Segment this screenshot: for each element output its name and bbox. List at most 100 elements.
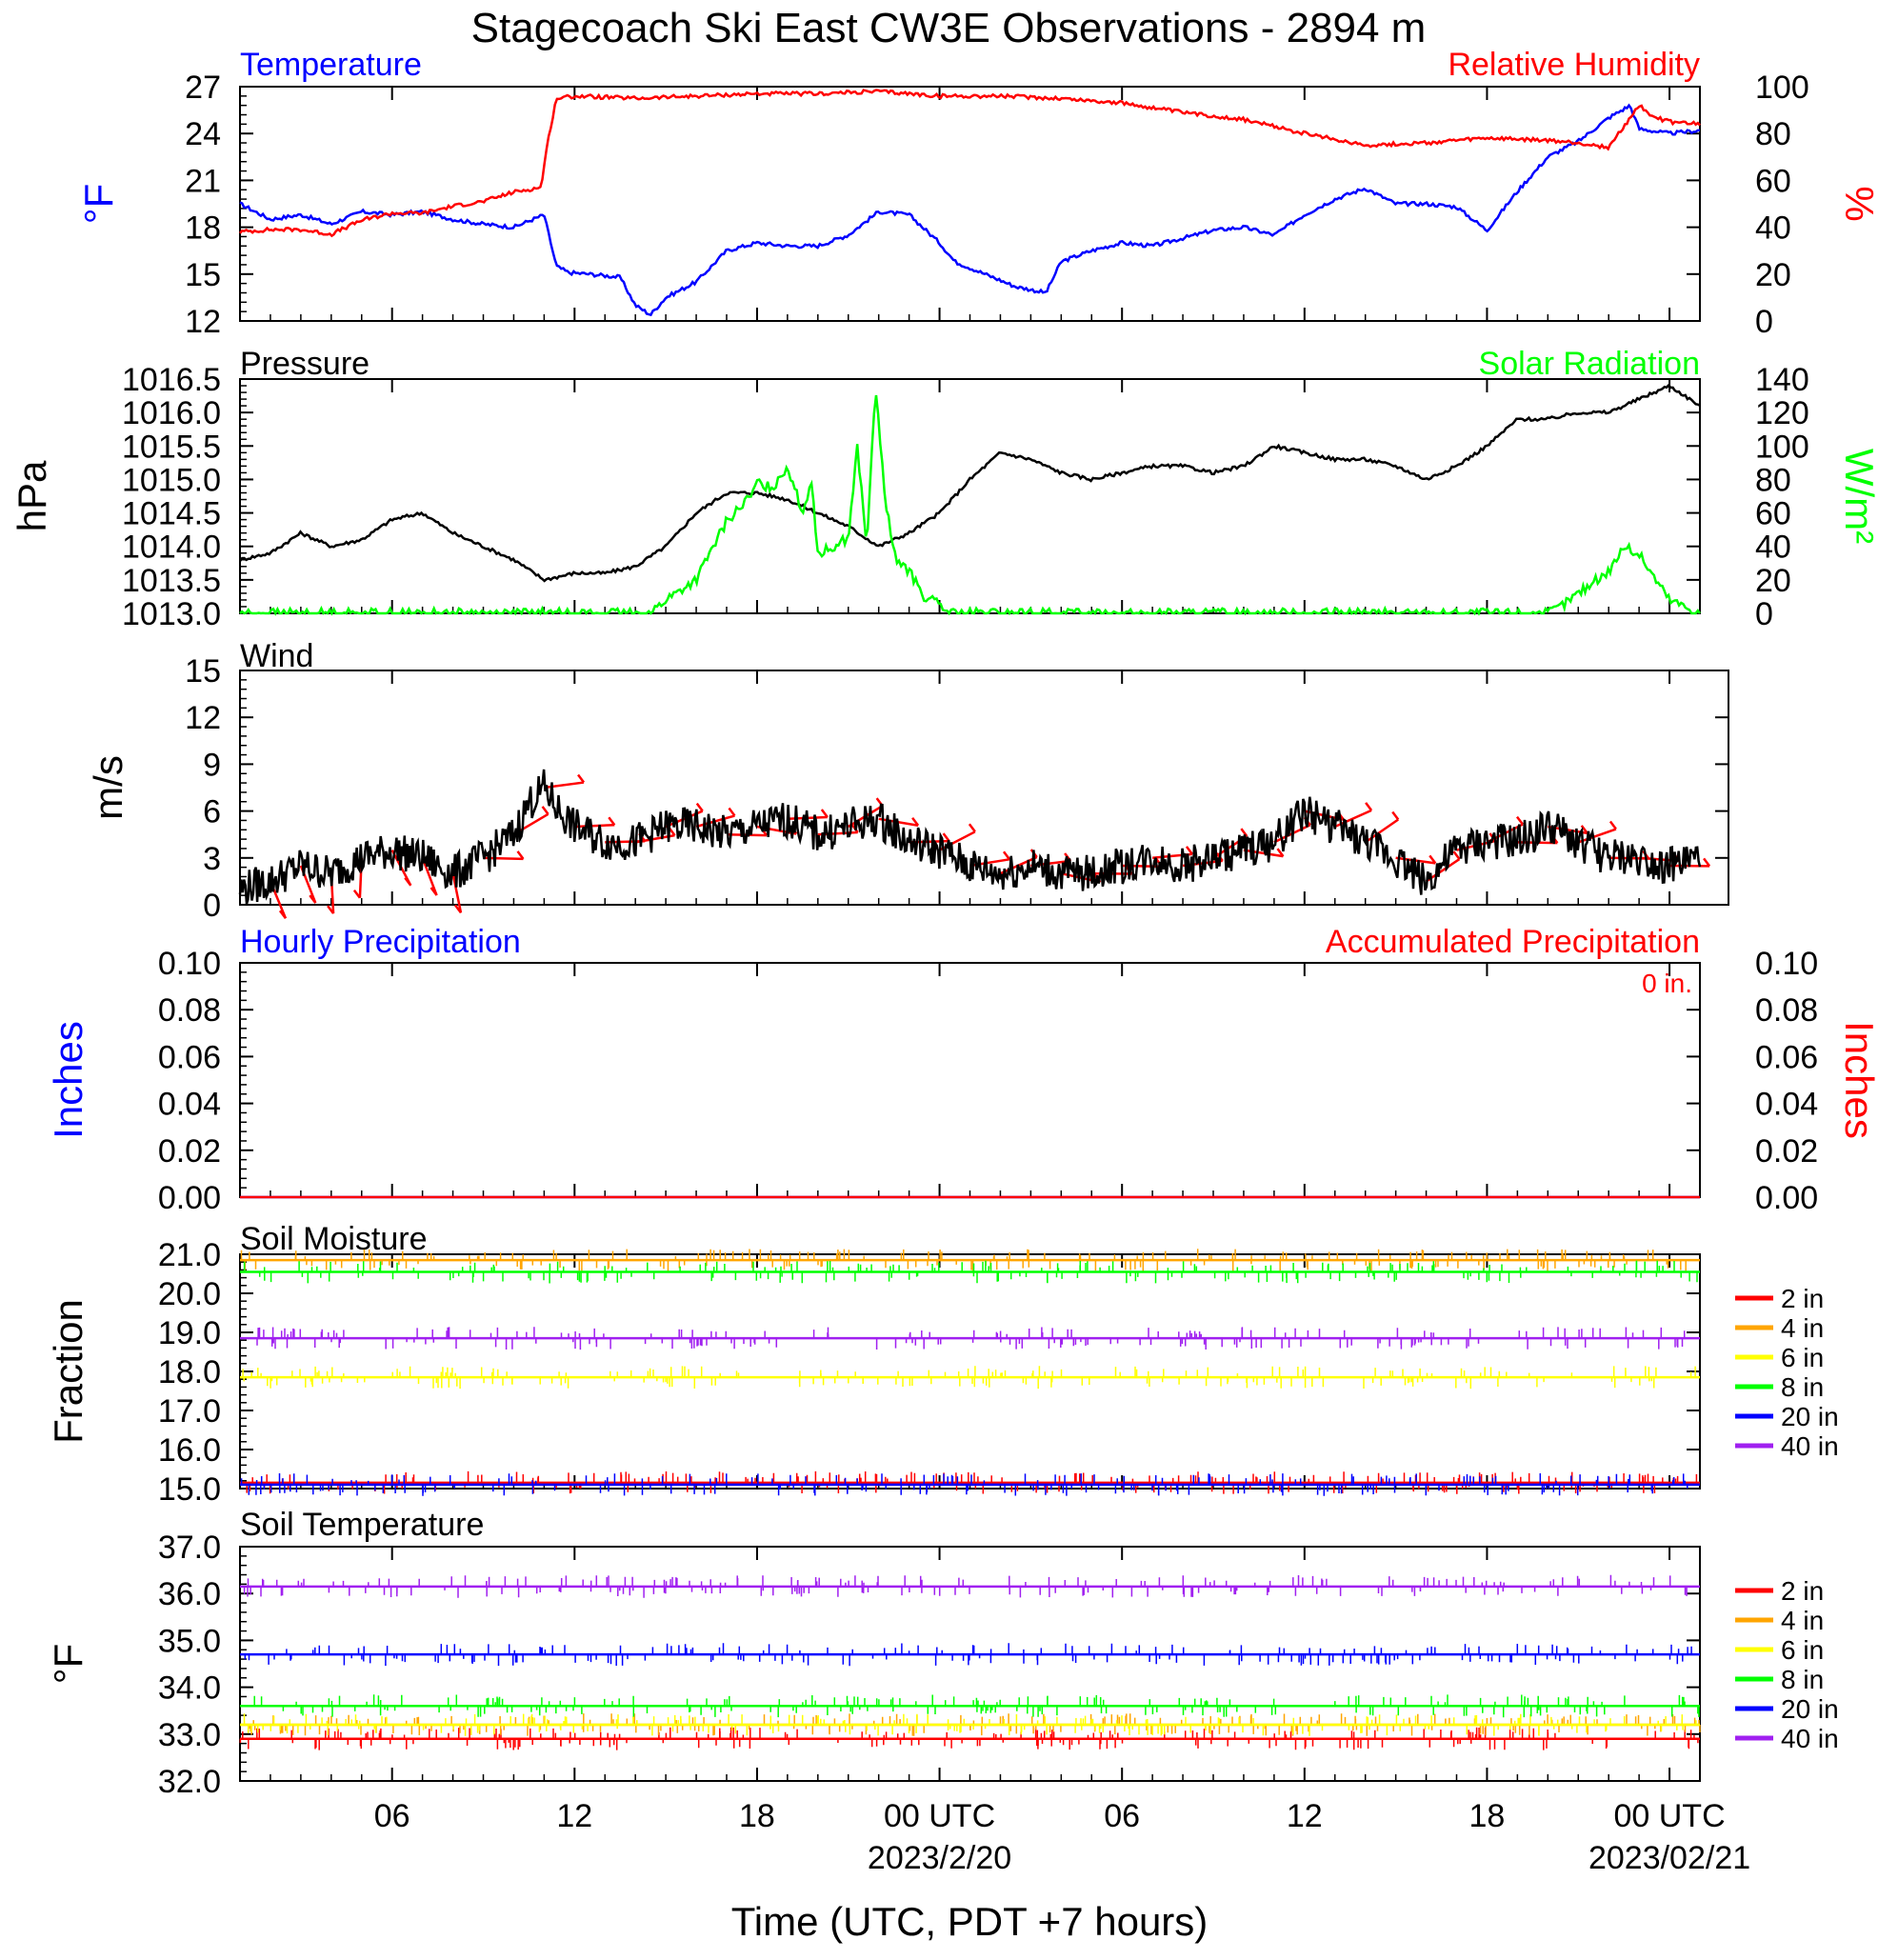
y-tick-label: 12 — [185, 304, 221, 340]
y-tick-label: 15 — [185, 653, 221, 690]
series-group — [238, 383, 1701, 616]
yticks-left: 1016.51016.01015.51015.01014.51014.01013… — [122, 362, 253, 632]
figure-title: Stagecoach Ski East CW3E Observations - … — [471, 5, 1427, 51]
wind-barb-flag — [1002, 850, 1010, 861]
y-tick-label-right: 40 — [1755, 210, 1791, 247]
series-spikes-20-in — [240, 1473, 1688, 1496]
wind-barb — [1577, 828, 1617, 844]
wind-barb-flag — [577, 773, 586, 784]
wind-barb-flag — [695, 802, 704, 812]
wind-barb-flag — [1580, 825, 1588, 834]
y-tick-label-right: 80 — [1755, 116, 1791, 152]
legend-label: 4 in — [1781, 1313, 1824, 1343]
series-group — [239, 1574, 1701, 1750]
y-tick-label: 15.0 — [158, 1471, 221, 1508]
title-right: Solar Radiation — [1479, 346, 1700, 382]
panel-soil-temperature: Soil Temperature °F 37.0 36.0 35.0 34.0 33.0… — [46, 1507, 1839, 1800]
series-line-pressure — [238, 383, 1701, 583]
series-line-wind — [238, 769, 1702, 905]
wind-barb-flag — [430, 887, 438, 896]
wind-barb — [574, 824, 615, 829]
yticks-left: 21.020.019.018.017.016.015.0 — [158, 1237, 1700, 1508]
y-tick-label: 20.0 — [158, 1276, 221, 1312]
time-tick-label: 12 — [1287, 1798, 1323, 1834]
legend-label: 2 in — [1781, 1576, 1824, 1606]
legend-label: 40 in — [1781, 1724, 1839, 1753]
y-tick-label-right: 40 — [1755, 530, 1791, 566]
legend-label: 4 in — [1781, 1606, 1824, 1635]
series-line-solar-radiation — [239, 394, 1701, 616]
y-tick-label-right: 0.06 — [1755, 1039, 1818, 1075]
y-tick-label: 0.00 — [158, 1180, 221, 1216]
y-tick-label: 1015.0 — [122, 462, 221, 498]
time-tick-label: 12 — [556, 1798, 592, 1834]
y-tick-label-right: 20 — [1755, 563, 1791, 599]
y-tick-label: 1014.5 — [122, 496, 221, 532]
yticks-right: 100 80 60 40 20 0 — [1687, 70, 1809, 340]
y-tick-label-right: 0.02 — [1755, 1133, 1818, 1170]
xticks — [270, 670, 1671, 905]
y-tick-label: 27 — [185, 70, 221, 106]
y-tick-label: 1013.5 — [122, 563, 221, 599]
ylabel: Fraction — [46, 1299, 90, 1444]
y-tick-label: 6 — [203, 794, 221, 830]
wind-barb — [544, 781, 585, 790]
time-tick-labels: 06 12 18 00 UTC 06 12 18 00 UTC — [374, 1798, 1726, 1834]
time-tick-label: 00 UTC — [884, 1798, 995, 1834]
series-spikes-6-in — [243, 1713, 1697, 1736]
wind-barb — [421, 857, 438, 896]
wind-barb-flag — [453, 904, 462, 914]
time-tick-label: 06 — [1104, 1798, 1140, 1834]
y-tick-label: 17.0 — [158, 1393, 221, 1430]
title: Wind — [240, 638, 313, 674]
time-tick-label: 00 UTC — [1613, 1798, 1725, 1834]
wind-barb-flag — [608, 816, 616, 827]
title-left: Hourly Precipitation — [240, 924, 521, 960]
y-tick-label-right: 60 — [1755, 496, 1791, 532]
y-tick-label: 1013.0 — [122, 596, 221, 632]
wind-barb-flag — [1703, 857, 1711, 868]
wind-barb-flag — [278, 910, 287, 919]
y-tick-label-right: 0 — [1755, 596, 1773, 632]
y-tick-label-right: 60 — [1755, 163, 1791, 199]
wind-barb-flag — [1428, 854, 1437, 865]
y-tick-label: 18 — [185, 210, 221, 247]
y-tick-label: 0.10 — [158, 946, 221, 982]
wind-barb-flag — [1452, 850, 1461, 860]
y-tick-label-right: 20 — [1755, 257, 1791, 293]
y-tick-label-right: 80 — [1755, 462, 1791, 498]
legend-label: 8 in — [1781, 1372, 1824, 1402]
y-tick-label: 34.0 — [158, 1670, 221, 1707]
ylabel: m/s — [86, 755, 130, 820]
y-tick-label: 1014.0 — [122, 530, 221, 566]
y-tick-label: 1016.0 — [122, 395, 221, 431]
y-tick-label: 37.0 — [158, 1530, 221, 1566]
series-spikes-8-in — [243, 1260, 1698, 1284]
y-tick-label: 0.06 — [158, 1039, 221, 1075]
series-spikes-2-in — [239, 1727, 1699, 1750]
y-tick-label: 16.0 — [158, 1432, 221, 1469]
wind-barb-flag — [541, 806, 549, 815]
wind-barbs — [269, 773, 1711, 919]
series-spikes-4-in — [249, 1713, 1701, 1736]
wind-barb-flag — [1515, 815, 1524, 826]
title-left: Pressure — [240, 346, 370, 382]
wind-barb-flag — [404, 877, 412, 887]
time-tick-label: 06 — [374, 1798, 410, 1834]
date-labels: 2023/2/20 2023/02/21 — [868, 1840, 1750, 1876]
legend-label: 20 in — [1781, 1402, 1839, 1431]
title: Soil Temperature — [240, 1507, 484, 1543]
ylabel: °F — [46, 1644, 90, 1684]
wind-barb-flag — [820, 809, 829, 818]
panel-wind: Wind m/s 15 12 9 6 3 0 — [86, 638, 1729, 924]
xticks — [270, 1547, 1671, 1781]
y-tick-label: 21.0 — [158, 1237, 221, 1273]
wind-barb-flag — [1276, 848, 1285, 857]
plot-frame — [239, 962, 1701, 1198]
wind-barb-flag — [309, 894, 317, 904]
ylabel-left: °F — [76, 184, 121, 224]
y-tick-label-right: 100 — [1755, 429, 1809, 465]
